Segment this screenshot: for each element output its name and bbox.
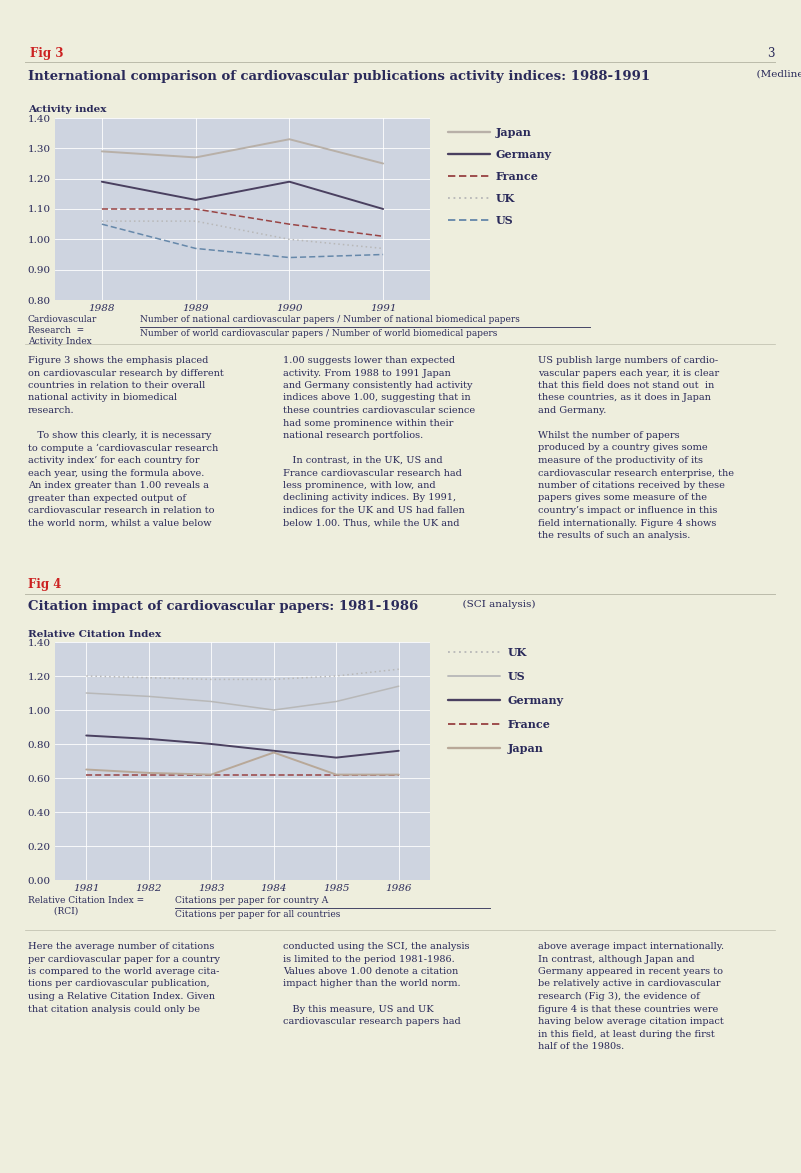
Text: (Medline analysis): (Medline analysis) bbox=[750, 70, 801, 79]
Text: Figure 3 shows the emphasis placed
on cardiovascular research by different
count: Figure 3 shows the emphasis placed on ca… bbox=[28, 355, 223, 528]
Text: US: US bbox=[508, 671, 525, 682]
Text: Citations per paper for all countries: Citations per paper for all countries bbox=[175, 910, 340, 918]
Text: UK: UK bbox=[508, 646, 527, 658]
Text: above average impact internationally.
In contrast, although Japan and
Germany ap: above average impact internationally. In… bbox=[538, 942, 724, 1051]
Text: 3: 3 bbox=[767, 47, 775, 60]
Text: Cardiovascular: Cardiovascular bbox=[28, 316, 98, 324]
Text: (SCI analysis): (SCI analysis) bbox=[457, 601, 536, 609]
Text: Fig 4: Fig 4 bbox=[28, 578, 62, 591]
Text: Japan: Japan bbox=[508, 743, 544, 753]
Text: Citations per paper for country A: Citations per paper for country A bbox=[175, 896, 328, 906]
Text: Fig 3: Fig 3 bbox=[30, 47, 63, 60]
Text: Relative Citation Index =: Relative Citation Index = bbox=[28, 896, 144, 906]
Text: conducted using the SCI, the analysis
is limited to the period 1981-1986.
Values: conducted using the SCI, the analysis is… bbox=[283, 942, 469, 1026]
Text: Relative Citation Index: Relative Citation Index bbox=[28, 630, 161, 639]
Text: UK: UK bbox=[496, 192, 515, 203]
Text: Activity index: Activity index bbox=[28, 106, 107, 114]
Text: France: France bbox=[496, 170, 539, 182]
Text: Activity Index: Activity Index bbox=[28, 337, 92, 346]
Text: 1.00 suggests lower than expected
activity. From 1988 to 1991 Japan
and Germany : 1.00 suggests lower than expected activi… bbox=[283, 355, 475, 528]
Text: (RCI): (RCI) bbox=[28, 907, 78, 916]
Text: Number of world cardiovascular papers / Number of world biomedical papers: Number of world cardiovascular papers / … bbox=[140, 328, 497, 338]
Text: France: France bbox=[508, 719, 551, 730]
Text: US: US bbox=[496, 215, 513, 225]
Text: Number of national cardiovascular papers / Number of national biomedical papers: Number of national cardiovascular papers… bbox=[140, 316, 520, 324]
Text: Germany: Germany bbox=[508, 694, 564, 705]
Text: US publish large numbers of cardio-
vascular papers each year, it is clear
that : US publish large numbers of cardio- vasc… bbox=[538, 355, 734, 540]
Text: Germany: Germany bbox=[496, 149, 552, 160]
Text: Japan: Japan bbox=[496, 127, 532, 137]
Text: Here the average number of citations
per cardiovascular paper for a country
is c: Here the average number of citations per… bbox=[28, 942, 220, 1013]
Text: Research  =: Research = bbox=[28, 326, 84, 335]
Text: Citation impact of cardiovascular papers: 1981-1986: Citation impact of cardiovascular papers… bbox=[28, 601, 418, 613]
Text: International comparison of cardiovascular publications activity indices: 1988-1: International comparison of cardiovascul… bbox=[28, 70, 650, 83]
